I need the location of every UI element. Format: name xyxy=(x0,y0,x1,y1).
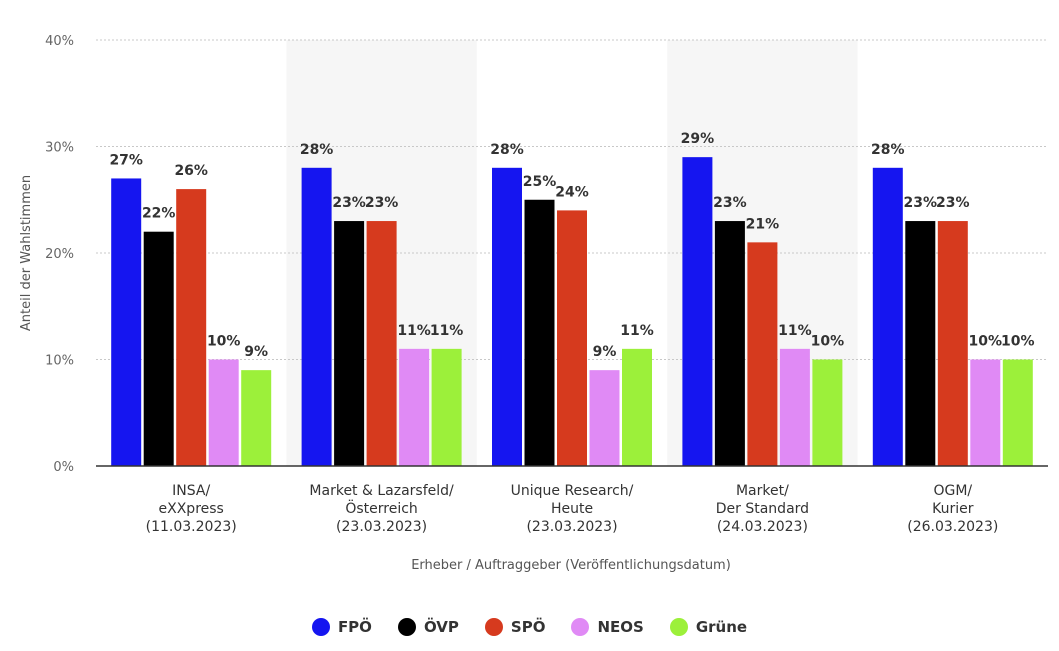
legend-swatch xyxy=(484,618,503,636)
bars[interactable] xyxy=(111,157,1033,467)
bar[interactable] xyxy=(557,210,587,466)
data-label: 25% xyxy=(523,174,557,190)
y-tick-label: 20% xyxy=(45,247,74,262)
data-label: 28% xyxy=(490,142,524,158)
data-label: 24% xyxy=(555,184,589,200)
bar[interactable] xyxy=(176,189,207,466)
data-label: 23% xyxy=(904,195,938,211)
data-label: 11% xyxy=(620,323,654,339)
data-label: 26% xyxy=(174,163,208,179)
x-axis-title: Erheber / Auftraggeber (Veröffentlichung… xyxy=(411,558,731,573)
data-label: 23% xyxy=(713,195,747,211)
data-label: 10% xyxy=(811,334,845,350)
bar[interactable] xyxy=(1002,359,1033,467)
data-label: 27% xyxy=(109,152,143,168)
bar[interactable] xyxy=(492,167,522,467)
bar[interactable] xyxy=(970,359,1001,467)
data-label: 10% xyxy=(969,334,1003,350)
bar[interactable] xyxy=(622,348,652,466)
legend-label: SPÖ xyxy=(510,618,546,636)
data-label: 11% xyxy=(397,323,431,339)
y-axis-title: Anteil der Wahlstimmen xyxy=(19,175,34,331)
data-label: 10% xyxy=(207,334,241,350)
bar[interactable] xyxy=(111,178,142,466)
data-label: 11% xyxy=(778,323,812,339)
bar[interactable] xyxy=(366,221,397,466)
y-tick-label: 0% xyxy=(53,460,74,475)
x-tick-label: Unique Research/Heute (23.03.2023) xyxy=(511,483,634,535)
data-label: 21% xyxy=(746,216,780,232)
data-label: 23% xyxy=(365,195,399,211)
legend-label: Grüne xyxy=(695,618,748,636)
legend-label: FPÖ xyxy=(337,618,372,636)
legend-label: NEOS xyxy=(597,618,644,636)
data-label: 10% xyxy=(1001,334,1035,350)
legend: FPÖ ÖVP SPÖ NEOS Grüne xyxy=(0,613,1059,641)
bar[interactable] xyxy=(431,348,462,466)
bar[interactable] xyxy=(937,221,968,466)
y-tick-label: 10% xyxy=(45,354,74,369)
bar[interactable] xyxy=(143,231,174,466)
bar[interactable] xyxy=(682,157,713,466)
bar[interactable] xyxy=(399,348,430,466)
data-label: 11% xyxy=(430,323,464,339)
y-tick-label: 40% xyxy=(45,34,74,49)
y-tick-label: 30% xyxy=(45,141,74,156)
bar[interactable] xyxy=(524,199,555,466)
legend-item[interactable]: FPÖ xyxy=(311,618,372,636)
bar[interactable] xyxy=(905,221,936,466)
bar[interactable] xyxy=(589,370,620,466)
data-label: 9% xyxy=(244,344,268,360)
legend-label: ÖVP xyxy=(423,618,459,636)
legend-item[interactable]: SPÖ xyxy=(484,618,546,636)
y-axis-ticks: 0% 10% 20% 30% 40% xyxy=(45,34,74,475)
data-label: 23% xyxy=(936,195,970,211)
x-tick-label: Market & Lazarsfeld/Österreich (23.03.202… xyxy=(309,483,454,535)
bar[interactable] xyxy=(208,359,239,467)
legend-item[interactable]: Grüne xyxy=(669,618,748,636)
data-label: 29% xyxy=(681,131,715,147)
bar[interactable] xyxy=(747,242,778,466)
data-label: 28% xyxy=(300,142,334,158)
legend-item[interactable]: NEOS xyxy=(571,618,644,636)
bar[interactable] xyxy=(301,167,332,467)
data-label: 28% xyxy=(871,142,905,158)
bar[interactable] xyxy=(779,348,810,466)
data-label: 9% xyxy=(593,344,617,360)
data-label: 23% xyxy=(332,195,366,211)
bar-chart: 0%10%20%30%40% 27%22%26%10%9%28%23%23%11… xyxy=(19,34,1048,573)
bar[interactable] xyxy=(872,167,903,467)
x-tick-label: INSA/eXXpress (11.03.2023) xyxy=(146,483,237,535)
bar[interactable] xyxy=(812,359,843,467)
legend-swatch xyxy=(397,618,416,636)
data-labels: 27%22%26%10%9%28%23%23%11%11%28%25%24%9%… xyxy=(109,131,1034,360)
bar[interactable] xyxy=(714,221,745,466)
x-tick-label: OGM/Kurier (26.03.2023) xyxy=(907,483,998,535)
data-label: 22% xyxy=(142,206,176,222)
bar[interactable] xyxy=(241,370,272,466)
x-tick-label: Market/Der Standard (24.03.2023) xyxy=(716,483,809,535)
legend-item[interactable]: ÖVP xyxy=(397,618,459,636)
bar[interactable] xyxy=(334,221,365,466)
x-axis-categories: INSA/eXXpress (11.03.2023) Market & Lazars… xyxy=(146,483,999,535)
legend-swatch xyxy=(669,618,688,636)
legend-swatch xyxy=(311,618,330,636)
legend-swatch xyxy=(571,618,590,636)
